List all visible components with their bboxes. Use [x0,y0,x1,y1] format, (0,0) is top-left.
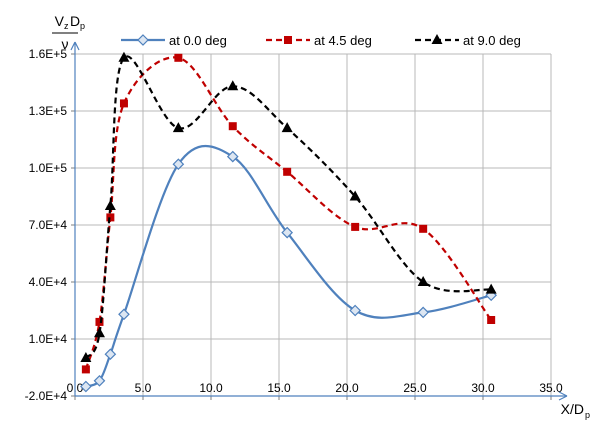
data-point-marker [104,348,117,361]
data-point-marker [485,283,497,294]
y-tick-label: 1.0E+4 [29,332,68,346]
data-point-marker [93,374,106,387]
x-tick-label: 30.0 [471,381,495,395]
y-tick-label: 4.0E+4 [29,275,68,289]
series-line [84,56,493,370]
data-point-marker [487,316,496,324]
data-point-marker [417,276,429,286]
series-line [85,145,492,388]
y-tick-label: -2.0E+4 [25,389,68,403]
x-axis-title-main: X/D [561,401,584,417]
legend: at 0.0 deg at 4.5 deg at 9.0 deg [121,33,521,48]
legend-label: at 9.0 deg [463,33,521,48]
data-point-marker [81,365,90,374]
data-point-marker [228,122,237,131]
data-point-marker [95,317,104,326]
data-point-marker [419,224,428,233]
axes: -2.0E+4 1.0E+4 4.0E+4 7.0E+4 1.0E+5 1.3E+5 1.6… [25,41,568,403]
y-axis-title-v-sub: z [64,21,69,31]
data-point-marker [349,304,362,317]
data-point-marker [281,226,294,239]
data-point-marker [281,122,293,133]
data-point-marker [226,150,239,163]
y-axis-title-d-sub: p [80,21,85,31]
series-1 [80,145,498,393]
x-axis-arrow [558,391,568,401]
data-point-marker [104,200,116,210]
x-tick-label: 5.0 [135,381,152,395]
x-tick-label: 15.0 [267,381,291,395]
legend-label: at 0.0 deg [169,33,227,48]
y-tick-label: 1.6E+5 [29,47,68,61]
y-axis-title-v: V [55,13,65,29]
data-point-marker [119,99,128,108]
x-tick-label: 10.0 [199,381,223,395]
data-point-marker [349,190,361,201]
series-2 [81,53,496,374]
data-point-marker [283,167,292,176]
x-tick-label: 20.0 [335,381,359,395]
y-tick-label: 7.0E+4 [29,218,68,232]
data-point-marker [80,380,92,393]
data-point-marker [93,327,105,338]
y-tick-label: 1.3E+5 [29,104,68,118]
x-axis-title-sub: p [585,410,590,420]
data-point-marker [172,122,184,133]
data-point-marker [172,158,185,171]
data-point-marker [351,222,360,231]
legend-entry: at 4.5 deg [266,33,372,48]
y-axis-title-nu: ν [62,36,69,52]
data-series [80,51,498,393]
legend-label: at 4.5 deg [314,33,372,48]
data-point-marker [417,306,430,319]
series-line [84,55,492,359]
data-point-marker [227,80,239,91]
legend-entry: at 9.0 deg [415,33,521,48]
x-axis-title: X/D p [561,401,590,420]
y-axis-arrow [70,41,80,51]
data-point-marker [118,51,130,62]
series-3 [80,51,497,362]
data-point-marker [80,352,92,362]
x-tick-label: 35.0 [539,381,563,395]
y-axis-title-d: D [70,13,80,29]
legend-marker [137,34,149,46]
legend-marker [431,34,443,44]
y-tick-label: 1.0E+5 [29,161,68,175]
legend-entry: at 0.0 deg [121,33,227,48]
gridlines [75,53,552,396]
x-tick-label: 25.0 [403,381,427,395]
data-point-marker [174,53,183,62]
legend-marker [284,36,292,44]
data-point-marker [118,308,130,321]
y-axis-title: V z D p ν [52,13,85,52]
